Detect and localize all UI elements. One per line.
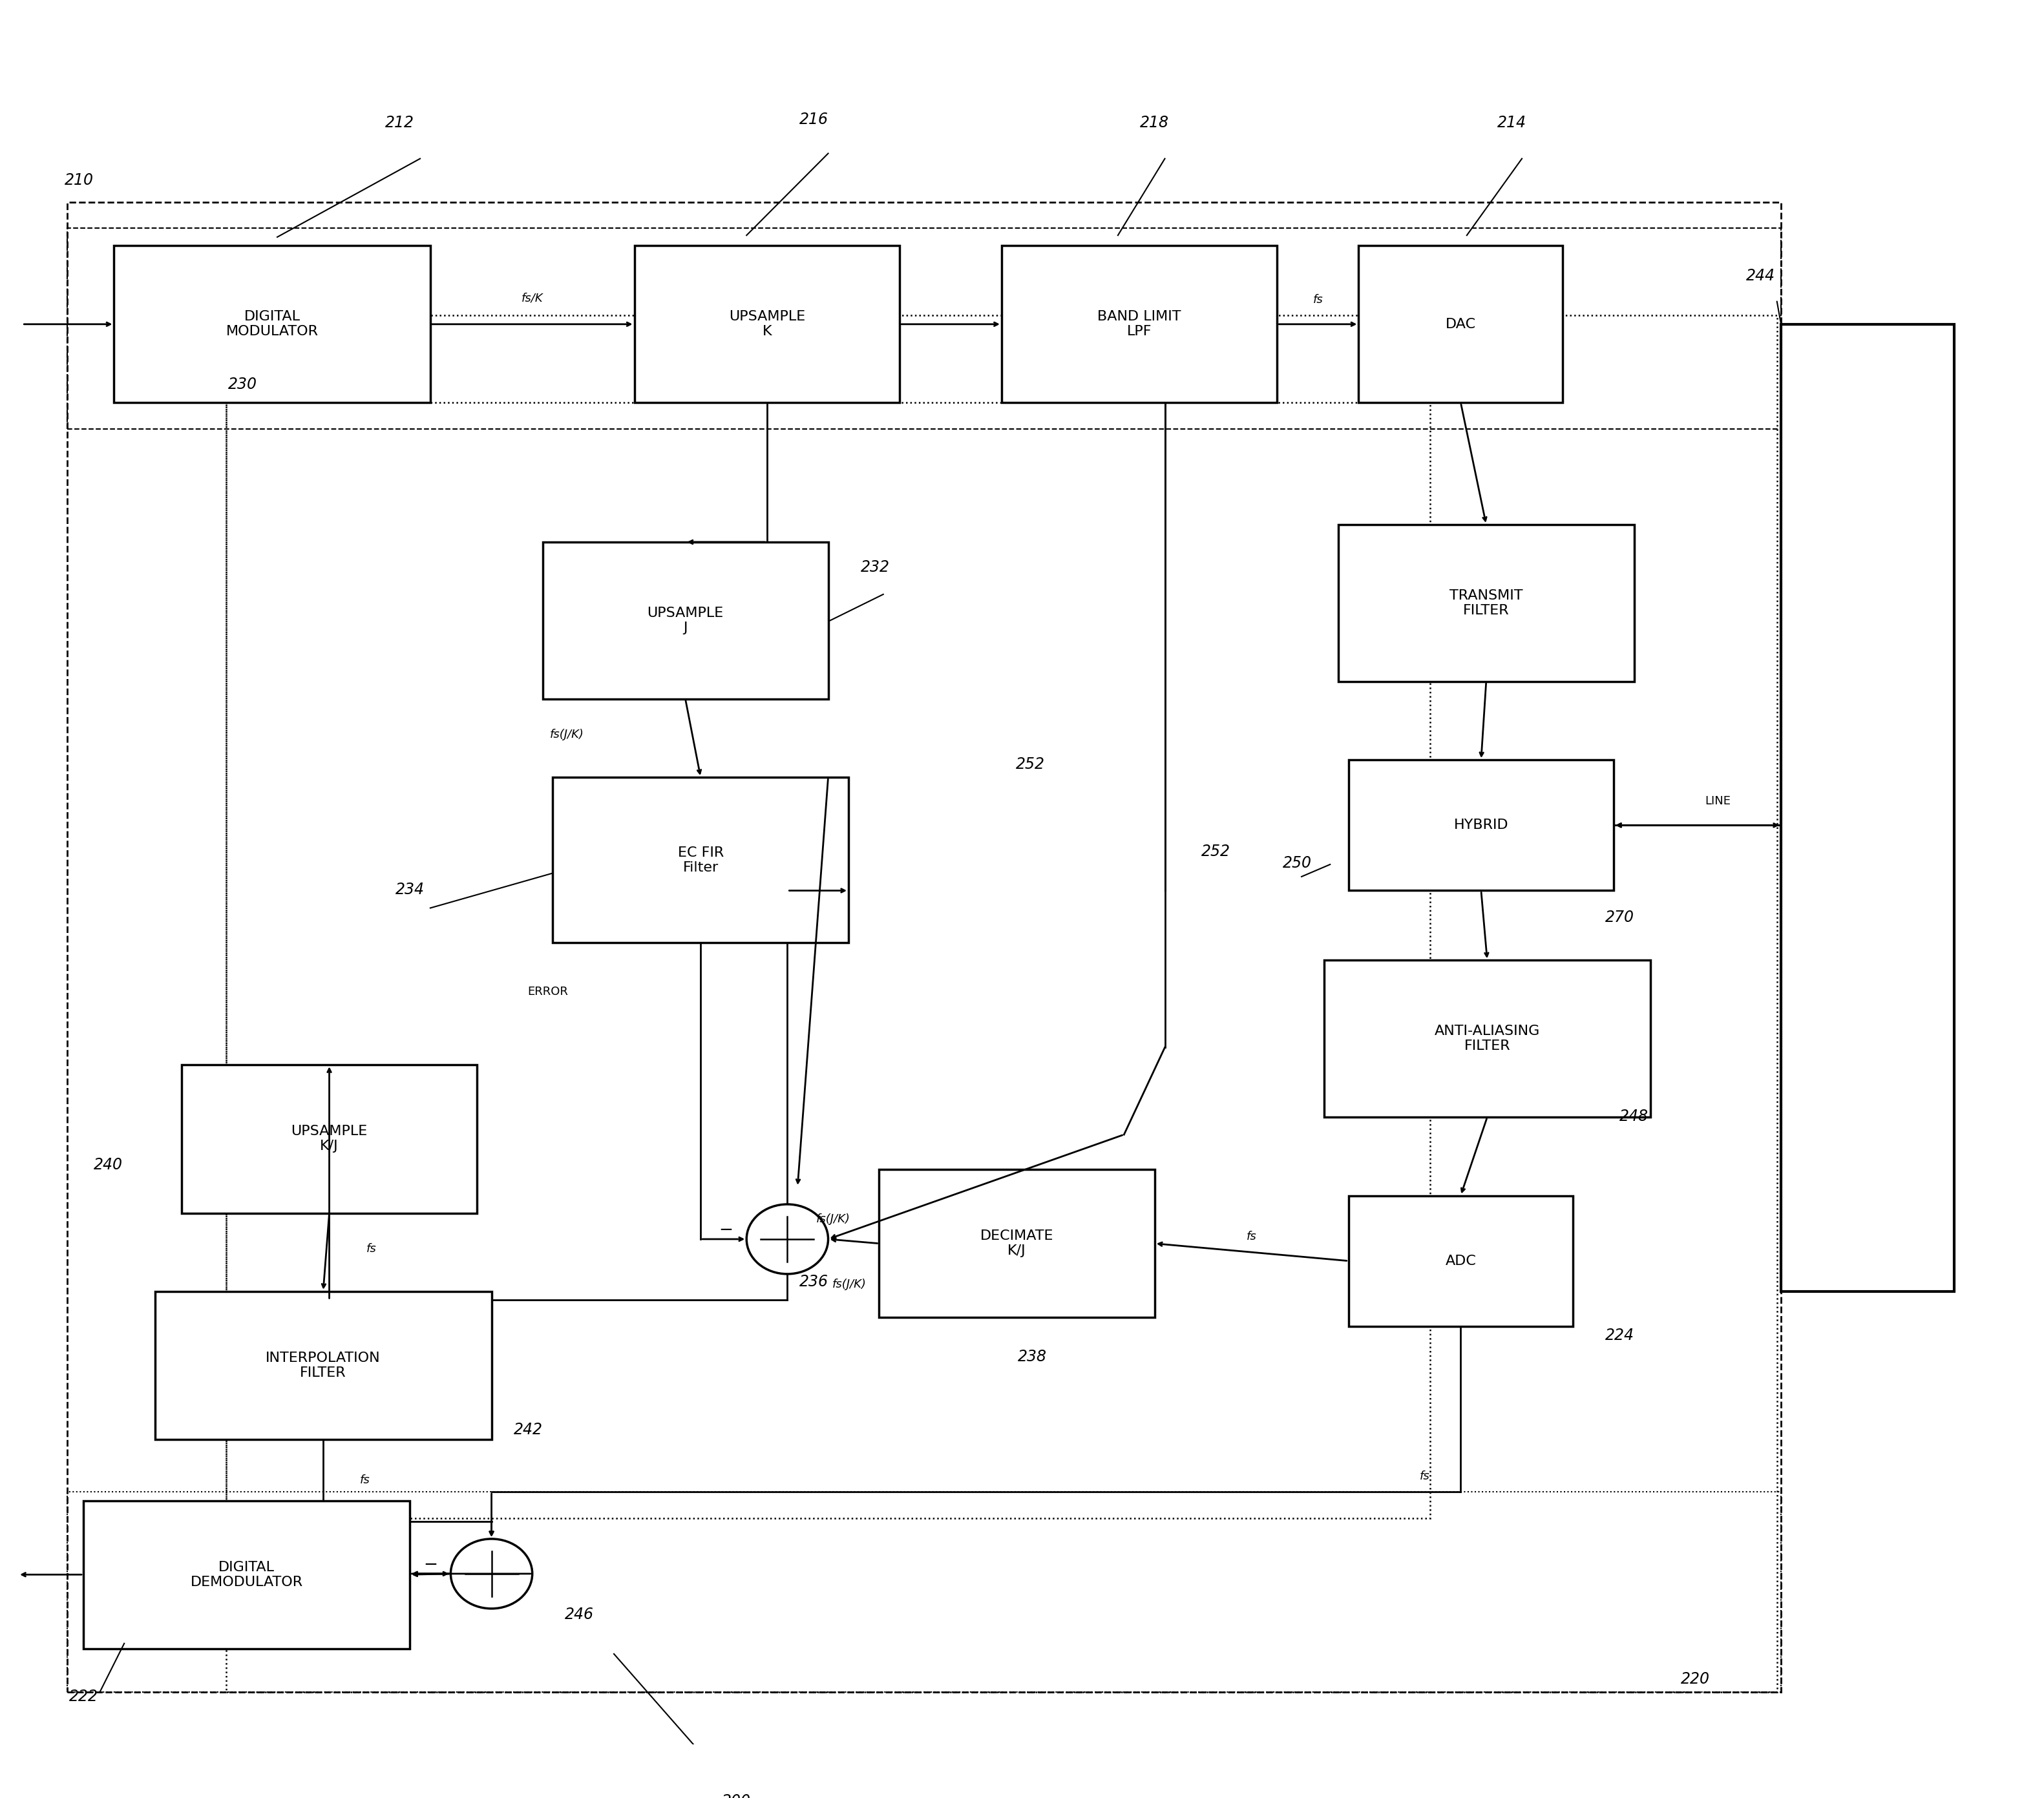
Circle shape: [746, 1205, 828, 1275]
Text: DAC: DAC: [1445, 318, 1476, 331]
Text: 220: 220: [1680, 1672, 1711, 1687]
Text: 240: 240: [94, 1158, 123, 1172]
Text: 216: 216: [799, 111, 828, 128]
Text: −: −: [423, 1557, 437, 1573]
Text: ERROR: ERROR: [527, 985, 568, 998]
Bar: [1325, 960, 1650, 1117]
Text: fs: fs: [1312, 295, 1322, 306]
Text: fs: fs: [1247, 1232, 1257, 1242]
Text: 242: 242: [513, 1422, 544, 1438]
Text: 230: 230: [229, 376, 258, 392]
Text: UPSAMPLE
J: UPSAMPLE J: [648, 606, 724, 635]
Text: fs: fs: [1421, 1471, 1431, 1482]
Bar: [1339, 525, 1633, 681]
Text: 238: 238: [1018, 1348, 1047, 1365]
Bar: [1002, 246, 1278, 403]
Text: fs: fs: [366, 1242, 376, 1255]
Text: 222: 222: [69, 1688, 98, 1705]
Bar: [227, 403, 1431, 1518]
Text: 224: 224: [1605, 1329, 1635, 1343]
Text: TRANSMIT
FILTER: TRANSMIT FILTER: [1449, 590, 1523, 617]
Text: 212: 212: [384, 115, 415, 131]
Text: 218: 218: [1141, 115, 1169, 131]
Bar: [67, 1492, 1780, 1692]
Text: ANTI-ALIASING
FILTER: ANTI-ALIASING FILTER: [1435, 1025, 1539, 1052]
Text: fs(J/K): fs(J/K): [832, 1278, 867, 1291]
Bar: [634, 246, 899, 403]
Circle shape: [450, 1539, 531, 1609]
Bar: [879, 1169, 1155, 1318]
Text: DECIMATE
K/J: DECIMATE K/J: [981, 1230, 1053, 1257]
Text: −: −: [719, 1223, 734, 1239]
Bar: [552, 777, 848, 942]
Text: 252: 252: [1016, 757, 1044, 771]
Text: fs(J/K): fs(J/K): [816, 1214, 850, 1224]
Text: 214: 214: [1496, 115, 1527, 131]
Bar: [1359, 246, 1564, 403]
Text: UPSAMPLE
K/J: UPSAMPLE K/J: [290, 1126, 368, 1153]
Bar: [1780, 324, 1954, 1291]
Text: 244: 244: [1746, 268, 1774, 284]
Bar: [84, 1501, 411, 1649]
Text: DIGITAL
MODULATOR: DIGITAL MODULATOR: [227, 311, 319, 338]
Bar: [542, 541, 828, 699]
Text: 248: 248: [1619, 1108, 1650, 1124]
Text: 252: 252: [1202, 843, 1230, 859]
Text: HYBRID: HYBRID: [1453, 818, 1508, 832]
Bar: [182, 1064, 476, 1214]
Text: 210: 210: [65, 173, 94, 189]
Text: EC FIR
Filter: EC FIR Filter: [679, 847, 724, 874]
Text: 232: 232: [861, 559, 889, 575]
Text: 200: 200: [722, 1793, 750, 1798]
Text: 234: 234: [394, 881, 425, 897]
Text: BAND LIMIT
LPF: BAND LIMIT LPF: [1098, 311, 1181, 338]
Text: DIGITAL
DEMODULATOR: DIGITAL DEMODULATOR: [190, 1561, 303, 1589]
Text: 236: 236: [799, 1275, 828, 1289]
Bar: [155, 1291, 491, 1440]
Bar: [67, 201, 1780, 1692]
Text: 270: 270: [1605, 910, 1635, 926]
Text: INTERPOLATION
FILTER: INTERPOLATION FILTER: [266, 1352, 380, 1379]
Bar: [1349, 1196, 1574, 1327]
Text: LINE: LINE: [1705, 795, 1731, 807]
Text: 250: 250: [1284, 856, 1312, 872]
Text: UPSAMPLE
K: UPSAMPLE K: [730, 311, 805, 338]
Text: fs/K: fs/K: [521, 293, 544, 304]
Text: fs(J/K): fs(J/K): [550, 728, 585, 741]
Bar: [67, 228, 1780, 428]
Bar: [1349, 761, 1613, 890]
Text: fs: fs: [360, 1474, 370, 1485]
Text: 246: 246: [564, 1607, 593, 1622]
Bar: [227, 315, 1776, 1692]
Text: ADC: ADC: [1445, 1255, 1476, 1268]
Bar: [114, 246, 431, 403]
